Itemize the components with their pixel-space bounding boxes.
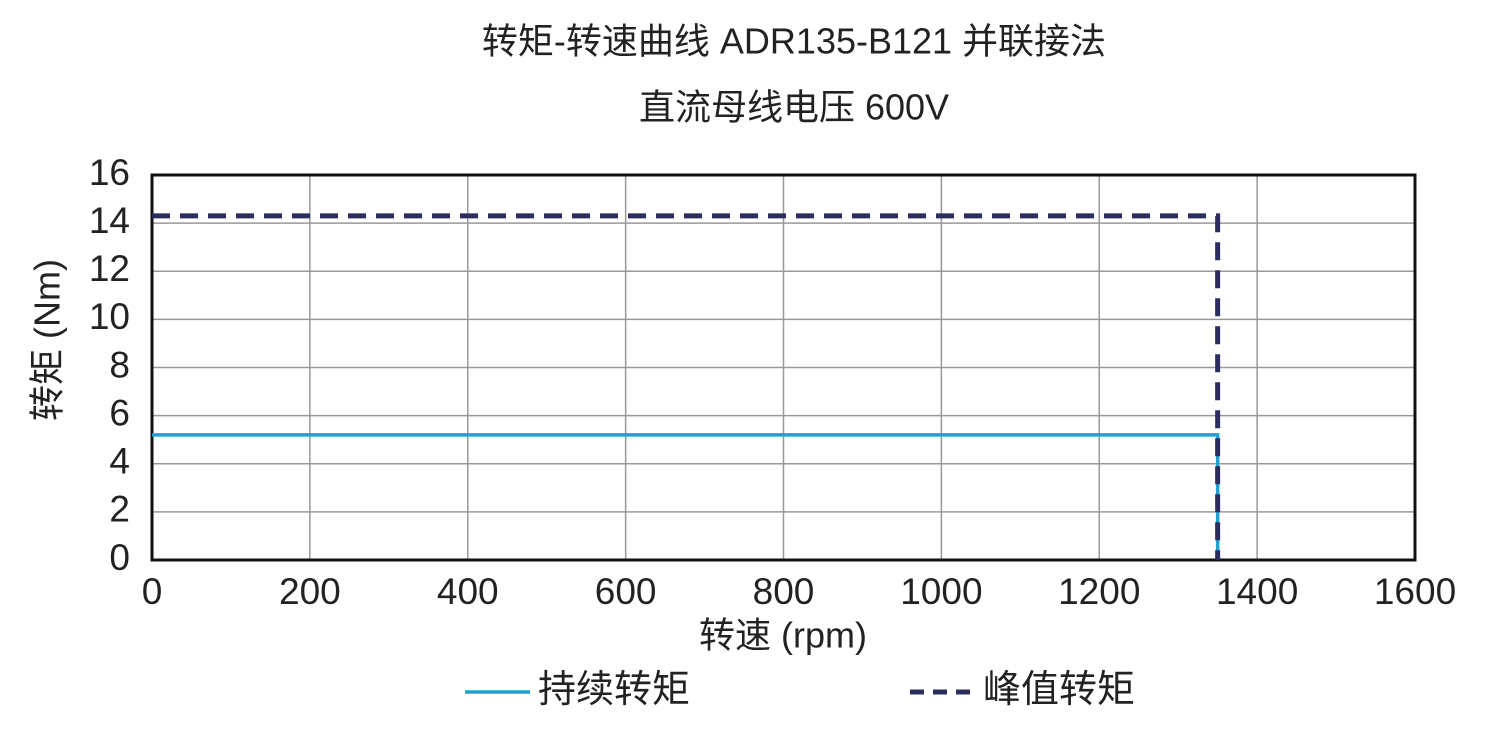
chart-title: 转矩-转速曲线 ADR135-B121 并联接法 (482, 21, 1106, 62)
y-tick-label: 14 (89, 200, 130, 241)
y-tick-label: 0 (109, 537, 130, 578)
x-tick-label: 600 (595, 571, 657, 612)
y-tick-label: 4 (109, 441, 130, 482)
y-tick-label: 8 (109, 344, 130, 385)
x-tick-label: 800 (753, 571, 815, 612)
x-tick-label: 1400 (1216, 571, 1298, 612)
y-tick-label: 6 (109, 392, 130, 433)
x-tick-label: 1600 (1374, 571, 1456, 612)
series-line (152, 433, 1220, 560)
plot-frame (150, 173, 1417, 562)
x-tick-label: 0 (142, 571, 163, 612)
y-tick-label: 12 (89, 248, 130, 289)
y-axis-label: 转矩 (Nm) (27, 259, 68, 421)
series-line (152, 213, 1221, 560)
legend-label: 峰值转矩 (983, 669, 1135, 711)
chart-subtitle: 直流母线电压 600V (639, 87, 949, 128)
legend-label: 持续转矩 (538, 669, 690, 711)
y-tick-label: 10 (89, 296, 130, 337)
x-tick-label: 400 (437, 571, 499, 612)
x-tick-label: 200 (279, 571, 341, 612)
x-tick-label: 1200 (1058, 571, 1140, 612)
y-tick-label: 2 (109, 489, 130, 530)
x-tick-label: 1000 (900, 571, 982, 612)
y-tick-label: 16 (89, 152, 130, 193)
x-axis-label: 转速 (rpm) (699, 615, 867, 656)
